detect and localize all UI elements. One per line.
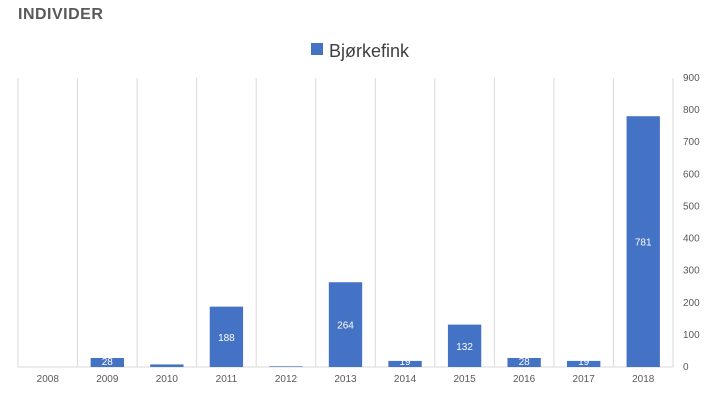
bar: [90, 358, 124, 367]
bar-data-label: 19: [399, 357, 411, 368]
y-tick-label: 800: [683, 105, 700, 116]
bar: [567, 360, 601, 367]
legend-swatch: [310, 43, 323, 56]
bar: [447, 324, 482, 367]
y-tick-label: 400: [683, 234, 700, 245]
y-tick-label: 600: [683, 169, 700, 180]
y-tick-label: 700: [683, 137, 700, 148]
x-tick-label: 2008: [37, 374, 60, 385]
bar-data-label: 781: [635, 238, 652, 249]
x-tick-label: 2009: [96, 374, 119, 385]
bar: [269, 366, 303, 367]
bar-data-label: 28: [102, 357, 114, 368]
x-tick-label: 2013: [334, 374, 357, 385]
bar: [150, 364, 184, 367]
x-tick-label: 2011: [216, 374, 238, 385]
x-tick-label: 2015: [453, 374, 476, 385]
bar-data-label: 28: [519, 357, 531, 368]
bar: [626, 116, 660, 367]
x-tick-label: 2014: [394, 374, 417, 385]
bar-data-label: 19: [578, 357, 590, 368]
y-tick-label: 500: [683, 201, 700, 212]
x-tick-label: 2012: [275, 374, 298, 385]
x-tick-label: 2018: [632, 374, 655, 385]
y-tick-label: 200: [683, 298, 700, 309]
chart-legend: Bjørkefink: [0, 40, 720, 62]
bar-data-label: 264: [337, 321, 354, 332]
bar: [328, 282, 363, 367]
legend-label: Bjørkefink: [328, 40, 409, 61]
bar: [209, 306, 244, 367]
x-tick-label: 2016: [513, 374, 536, 385]
y-tick-label: 300: [683, 266, 700, 277]
bar-data-label: 132: [456, 342, 473, 353]
y-tick-label: 100: [683, 330, 700, 341]
bar: [388, 360, 422, 367]
y-tick-label: 900: [683, 73, 700, 84]
page-title: INDIVIDER: [18, 6, 104, 23]
x-tick-label: 2010: [156, 374, 179, 385]
bar: [507, 358, 541, 367]
bar-data-label: 188: [218, 333, 235, 344]
x-tick-label: 2017: [573, 374, 596, 385]
y-tick-label: 0: [683, 362, 689, 373]
